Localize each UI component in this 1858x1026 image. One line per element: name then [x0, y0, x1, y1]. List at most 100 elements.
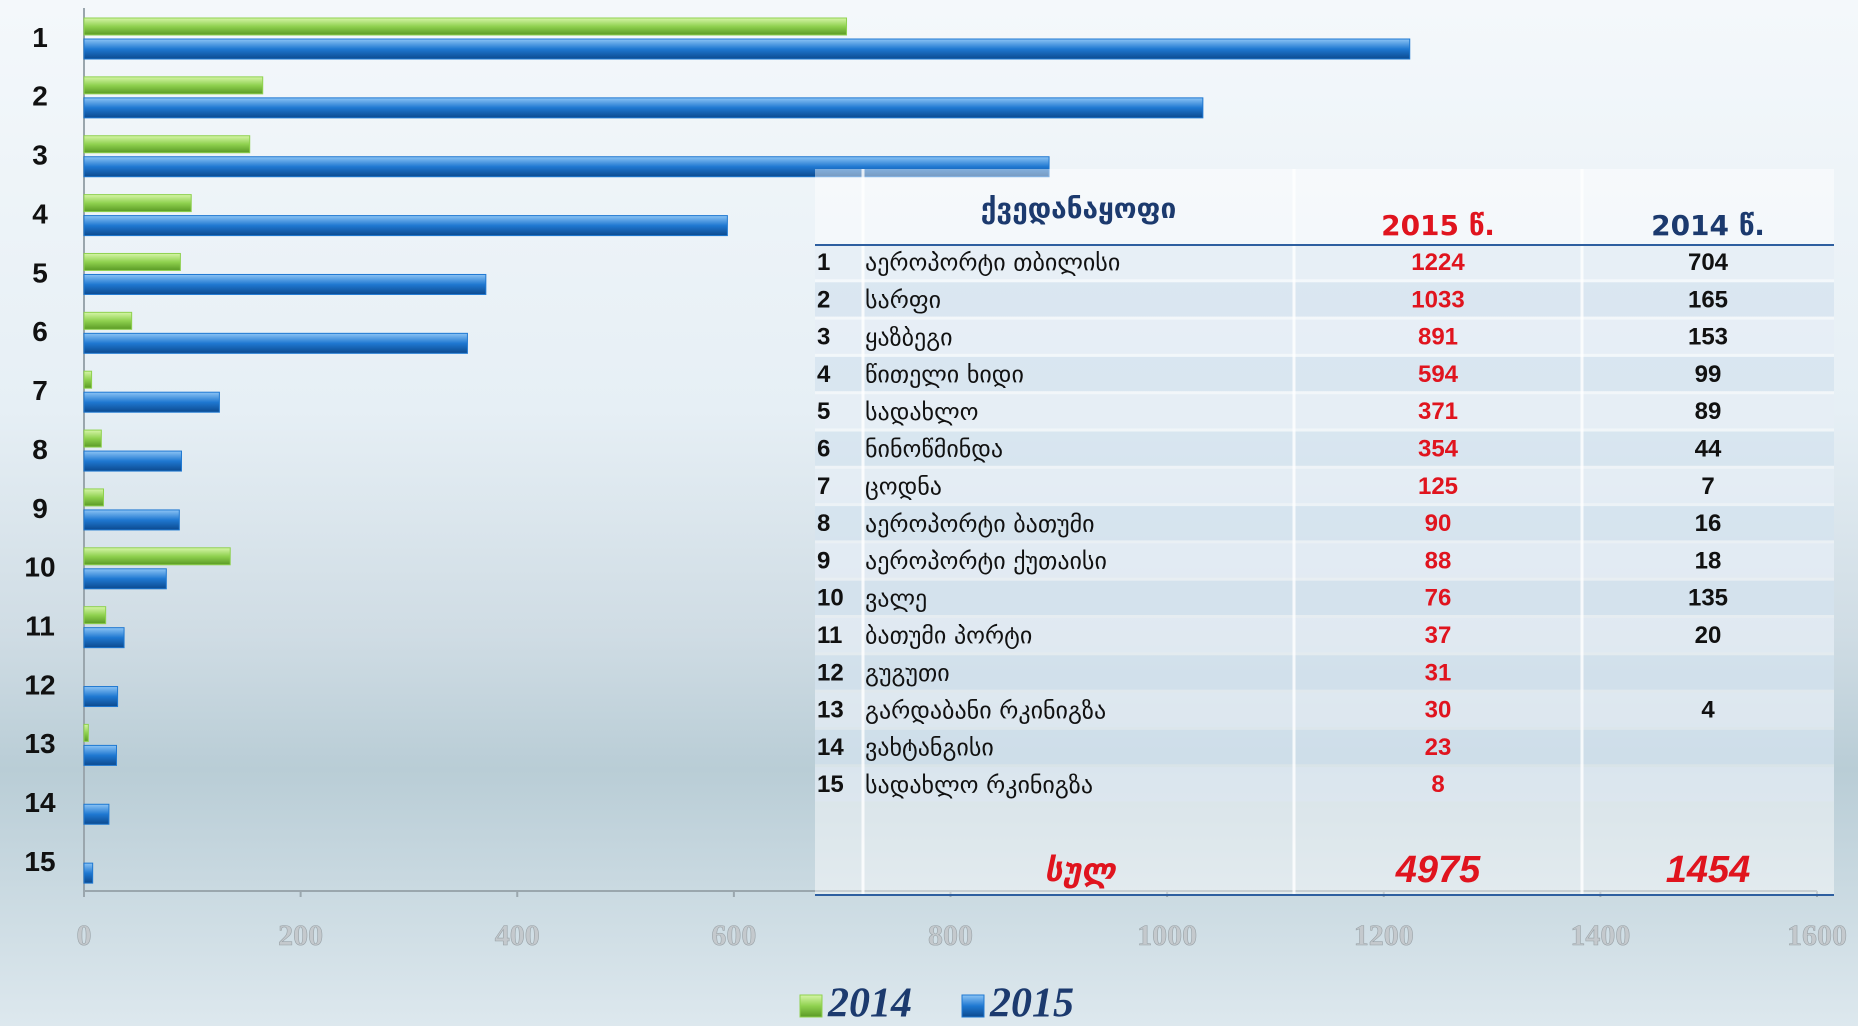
table-row-bg	[815, 581, 1834, 615]
x-tick-label: 1000	[1137, 919, 1197, 952]
x-tick-label: 1600	[1787, 919, 1847, 952]
row-number: 5	[817, 398, 830, 425]
cell-value: 4	[1701, 697, 1715, 724]
cell-value: 891	[1418, 324, 1458, 351]
y-tick-label: 6	[32, 316, 48, 347]
bar	[84, 98, 1203, 118]
row-number: 1	[817, 249, 830, 276]
bar	[84, 392, 219, 412]
cell-value: 1224	[1411, 249, 1465, 276]
cell-value: 44	[1695, 435, 1722, 462]
row-name: სადახლო	[865, 398, 979, 426]
cell-value: 30	[1425, 697, 1452, 724]
y-tick-label: 5	[32, 257, 48, 288]
row-number: 15	[817, 771, 844, 798]
chart: 0200400600800100012001400160012345678910…	[0, 0, 1858, 1026]
bar	[84, 451, 181, 471]
row-number: 2	[817, 286, 830, 313]
bar	[84, 510, 179, 530]
table-row-bg	[815, 469, 1834, 503]
cell-value: 135	[1688, 585, 1728, 612]
cell-value: 37	[1425, 622, 1452, 649]
cell-value: 20	[1695, 622, 1722, 649]
bar	[84, 569, 166, 589]
bar	[84, 430, 101, 447]
table-header: 2015 წ.	[1381, 209, 1495, 242]
page: {"chart_data":{"type":"bar","orientation…	[0, 0, 1858, 1026]
legend-label: 2015	[989, 981, 1074, 1026]
cell-value: 18	[1695, 547, 1722, 574]
cell-value: 165	[1688, 286, 1728, 313]
table-row-bg	[815, 320, 1834, 354]
y-tick-label: 13	[24, 728, 55, 759]
row-name: აეროპორტი თბილისი	[865, 249, 1120, 277]
y-tick-label: 2	[32, 81, 48, 112]
cell-value: 594	[1418, 361, 1459, 388]
bar	[84, 274, 486, 294]
bar	[84, 136, 250, 153]
row-number: 8	[817, 510, 830, 537]
row-number: 10	[817, 585, 844, 612]
total-value: 4975	[1395, 849, 1481, 891]
y-tick-label: 7	[32, 375, 48, 406]
y-tick-label: 3	[32, 140, 48, 171]
row-name: ბათუმი პორტი	[865, 622, 1032, 650]
cell-value: 8	[1431, 771, 1444, 798]
row-name: ნინოწმინდა	[865, 435, 1003, 463]
row-number: 14	[817, 734, 844, 761]
bar	[84, 745, 116, 765]
cell-value: 99	[1695, 361, 1722, 388]
row-name: აეროპორტი ბათუმი	[865, 510, 1095, 538]
cell-value: 1033	[1411, 286, 1464, 313]
x-tick-label: 800	[928, 919, 973, 952]
bar	[84, 216, 727, 236]
bar	[84, 77, 263, 94]
x-tick-label: 1200	[1354, 919, 1414, 952]
bar	[84, 253, 180, 270]
cell-value: 88	[1425, 547, 1452, 574]
row-name: ვახტანგისი	[865, 734, 994, 762]
table-header: 2014 წ.	[1651, 209, 1765, 242]
row-name: ცოდნა	[865, 472, 942, 500]
bar	[84, 804, 109, 824]
bar	[84, 195, 191, 212]
cell-value: 354	[1418, 435, 1459, 462]
cell-value: 125	[1418, 473, 1458, 500]
bar	[84, 724, 88, 741]
bar	[84, 548, 230, 565]
row-name: ყაზბეგი	[865, 323, 953, 351]
row-name: გარდაბანი რკინიგზა	[865, 696, 1106, 724]
bar	[84, 863, 93, 883]
total-value: 1454	[1666, 849, 1751, 891]
row-name: გუგუთი	[865, 659, 950, 687]
y-tick-label: 12	[24, 669, 55, 700]
table-header: ქვედანაყოფი	[981, 192, 1177, 225]
y-tick-label: 15	[24, 846, 55, 877]
x-tick-label: 1400	[1570, 919, 1630, 952]
cell-value: 371	[1418, 398, 1458, 425]
bar	[84, 628, 124, 648]
cell-value: 704	[1688, 249, 1729, 276]
row-name: წითელი ხიდი	[865, 361, 1024, 389]
bar	[84, 687, 118, 707]
row-number: 6	[817, 435, 830, 462]
x-tick-label: 0	[77, 919, 92, 952]
table-row-bg	[815, 282, 1834, 316]
y-tick-label: 4	[32, 198, 48, 229]
row-number: 7	[817, 473, 830, 500]
cell-value: 90	[1425, 510, 1452, 537]
row-number: 13	[817, 697, 844, 724]
y-tick-label: 8	[32, 434, 48, 465]
row-name: სარფი	[865, 286, 941, 314]
row-number: 11	[817, 622, 842, 649]
bar	[84, 18, 847, 35]
table: ქვედანაყოფი 2015 წ. 2014 წ. 1 აეროპორტი თბილ…	[815, 169, 1834, 895]
bar	[84, 312, 132, 329]
x-tick-label: 600	[711, 919, 756, 952]
y-tick-label: 9	[32, 493, 48, 524]
legend-swatch	[962, 995, 984, 1017]
cell-value: 31	[1425, 659, 1452, 686]
legend-swatch	[800, 995, 822, 1017]
y-tick-label: 11	[25, 610, 55, 641]
y-tick-label: 1	[32, 22, 48, 53]
